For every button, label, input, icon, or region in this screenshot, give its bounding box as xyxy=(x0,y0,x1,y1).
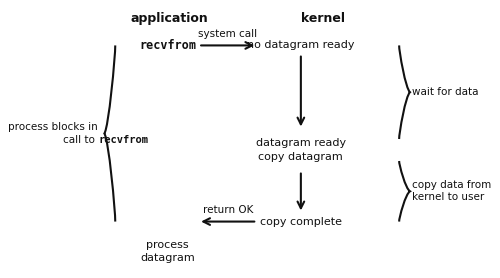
Text: recvfrom: recvfrom xyxy=(98,135,148,145)
Text: application: application xyxy=(131,13,208,25)
Text: kernel: kernel xyxy=(300,13,344,25)
Text: copy complete: copy complete xyxy=(260,217,342,227)
Text: call to: call to xyxy=(62,135,98,145)
Text: process
datagram: process datagram xyxy=(140,240,195,264)
Text: wait for data: wait for data xyxy=(412,87,478,97)
Text: return OK: return OK xyxy=(202,205,253,215)
Text: datagram ready
copy datagram: datagram ready copy datagram xyxy=(256,138,346,162)
Text: system call: system call xyxy=(198,29,258,39)
Text: no datagram ready: no datagram ready xyxy=(247,40,354,50)
Text: copy data from
kernel to user: copy data from kernel to user xyxy=(412,180,492,202)
Text: recvfrom: recvfrom xyxy=(139,39,196,52)
Text: process blocks in: process blocks in xyxy=(8,121,98,131)
